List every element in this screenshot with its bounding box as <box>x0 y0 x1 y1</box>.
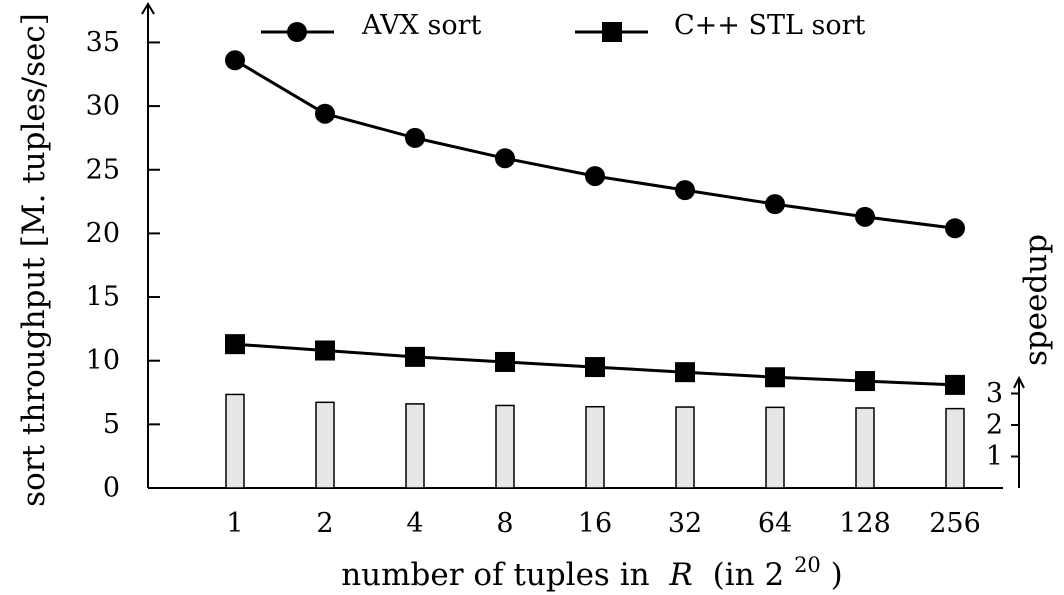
stl-point <box>225 334 245 355</box>
speedup-tick-label: 2 <box>986 410 1003 441</box>
stl-point <box>315 340 335 361</box>
y-tick-label: 10 <box>86 345 120 376</box>
speedup-bar <box>405 403 425 489</box>
avx-point <box>315 103 335 124</box>
y-tick-label: 35 <box>86 27 120 58</box>
avx-point <box>225 50 245 71</box>
x-axis-title-exponent: 20 <box>794 553 821 577</box>
stl-point <box>855 371 875 392</box>
y-tick-label: 25 <box>86 154 120 185</box>
stl-point <box>765 367 785 388</box>
x-axis-title-var: R <box>668 557 692 593</box>
y-tick-label: 5 <box>103 409 120 440</box>
stl-point <box>495 351 515 372</box>
stl-point <box>945 374 965 395</box>
x-axis-title-prefix: number of tuples in <box>341 557 649 593</box>
x-tick-label: 128 <box>839 508 891 539</box>
speedup-bar <box>675 406 695 489</box>
legend-stl-marker <box>602 22 622 42</box>
legend-stl-label: C++ STL sort <box>674 10 866 41</box>
x-tick-label: 32 <box>668 508 702 539</box>
speedup-axis-arrow <box>1013 375 1025 389</box>
x-tick-label: 1 <box>226 508 243 539</box>
series-line-avx <box>234 59 956 230</box>
x-tick-label: 64 <box>758 508 792 539</box>
x-tick-label: 8 <box>496 508 513 539</box>
stl-point <box>405 346 425 367</box>
stl-point <box>675 362 695 383</box>
speedup-bar <box>585 405 605 489</box>
avx-point <box>945 218 965 239</box>
stl-point <box>585 357 605 378</box>
speedup-bar <box>495 404 515 489</box>
speedup-bar <box>765 406 785 489</box>
legend-avx-label: AVX sort <box>361 10 481 41</box>
x-tick-label: 256 <box>929 508 981 539</box>
avx-point <box>855 206 875 227</box>
y-axis-arrow <box>141 2 155 15</box>
y-tick-label: 0 <box>103 473 120 504</box>
x-axis-title: number of tuples in R (in 2 20 ) <box>341 544 843 593</box>
speedup-tick-label: 1 <box>986 441 1003 472</box>
speedup-bar <box>855 407 875 489</box>
legend-avx-marker <box>287 22 307 42</box>
y-tick-label: 15 <box>86 282 120 313</box>
axes <box>141 2 1025 489</box>
speedup-tick-label: 3 <box>986 378 1003 409</box>
speedup-bar <box>315 401 335 489</box>
x-tick-label: 16 <box>578 508 612 539</box>
speedup-bar <box>945 407 965 489</box>
avx-point <box>675 180 695 201</box>
x-axis-title-paren-open: (in 2 <box>713 557 785 593</box>
y-axis-title: sort throughput [M. tuples/sec] <box>16 13 52 507</box>
speedup-ticks: 123 <box>986 378 1019 472</box>
avx-point <box>765 194 785 215</box>
avx-point <box>585 166 605 187</box>
x-axis-title-paren-close: ) <box>831 557 843 593</box>
y-tick-label: 20 <box>86 218 120 249</box>
y-ticks: 0 5 10 15 20 25 30 35 <box>86 27 160 504</box>
speedup-bars <box>225 393 965 489</box>
x-tick-label: 4 <box>406 508 423 539</box>
speedup-axis-title: speedup <box>1018 234 1054 366</box>
series-lines <box>225 50 965 395</box>
legend: AVX sort C++ STL sort <box>261 10 866 42</box>
y-tick-label: 30 <box>86 91 120 122</box>
speedup-bar <box>225 393 245 489</box>
x-tick-label: 2 <box>316 508 333 539</box>
x-ticks: 1 2 4 8 16 32 64 128 256 <box>226 508 980 539</box>
avx-point <box>495 148 515 169</box>
avx-point <box>405 127 425 148</box>
